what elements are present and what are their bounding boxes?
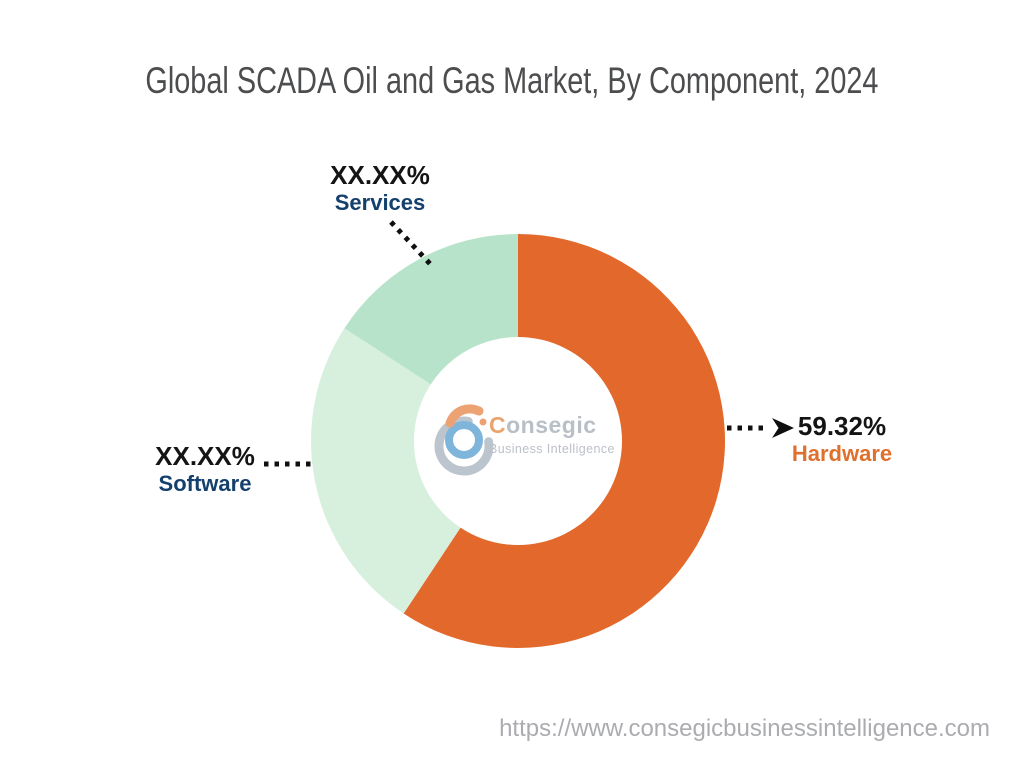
footer-url: https://www.consegicbusinessintelligence…	[499, 715, 990, 742]
chart-title: Global SCADA Oil and Gas Market, By Comp…	[145, 60, 879, 101]
donut-segment-software	[310, 328, 461, 614]
label-hardware: 59.32% Hardware	[792, 412, 892, 467]
arrow-icon	[772, 418, 794, 438]
software-name: Software	[158, 471, 252, 496]
services-value: XX.XX%	[330, 160, 430, 190]
hardware-value: 59.32%	[797, 411, 887, 441]
label-services: XX.XX% Services	[330, 161, 430, 216]
donut-segments	[310, 234, 725, 648]
label-software: XX.XX% Software	[155, 442, 255, 497]
services-name: Services	[334, 190, 426, 215]
title-wrap: Global SCADA Oil and Gas Market, By Comp…	[0, 62, 1024, 99]
donut-segment-services	[344, 234, 518, 385]
software-value: XX.XX%	[155, 441, 255, 471]
donut-segment-hardware	[403, 234, 725, 648]
hardware-name: Hardware	[791, 441, 893, 466]
